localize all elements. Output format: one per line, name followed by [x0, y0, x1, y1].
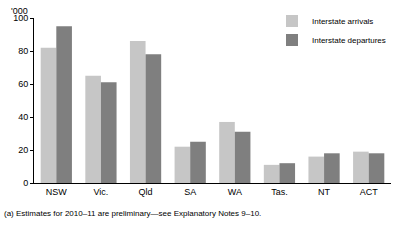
svg-text:Interstate departures: Interstate departures: [312, 36, 386, 45]
svg-text:NT: NT: [318, 187, 330, 197]
svg-text:100: 100: [13, 13, 28, 23]
svg-text:Interstate arrivals: Interstate arrivals: [312, 17, 373, 26]
svg-text:WA: WA: [228, 187, 242, 197]
svg-text:ACT: ACT: [360, 187, 379, 197]
svg-text:Qld: Qld: [139, 187, 153, 197]
svg-text:SA: SA: [184, 187, 196, 197]
svg-text:NSW: NSW: [46, 187, 68, 197]
svg-text:20: 20: [18, 145, 28, 155]
svg-text:(a) Estimates for 2010–11 are: (a) Estimates for 2010–11 are preliminar…: [4, 209, 261, 218]
svg-text:0: 0: [23, 178, 28, 188]
svg-text:Vic.: Vic.: [94, 187, 109, 197]
svg-text:80: 80: [18, 46, 28, 56]
svg-text:40: 40: [18, 112, 28, 122]
svg-text:Tas.: Tas.: [271, 187, 288, 197]
svg-text:60: 60: [18, 79, 28, 89]
svg-text:'000: '000: [11, 6, 28, 16]
